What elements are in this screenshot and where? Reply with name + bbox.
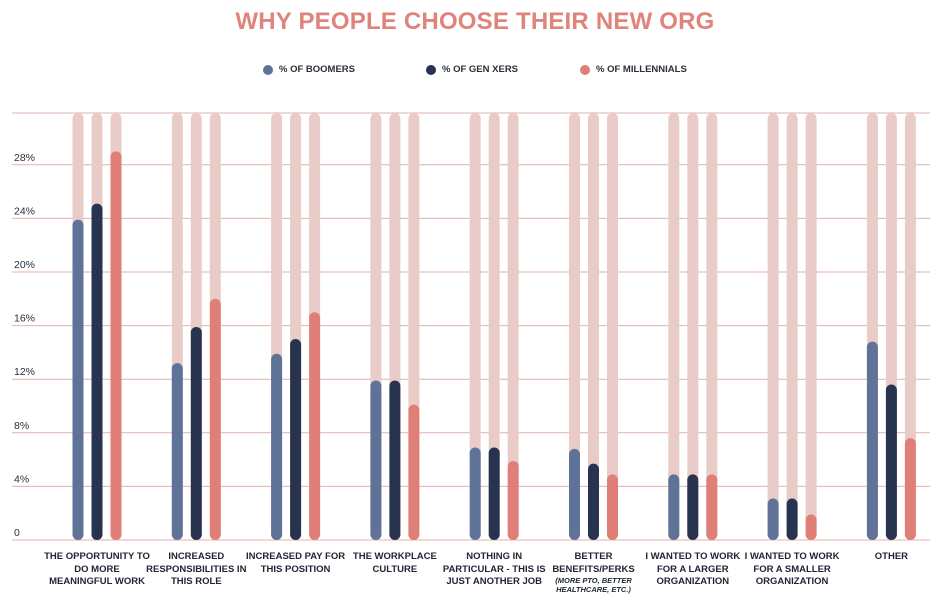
bar-track — [687, 113, 699, 540]
bar — [588, 463, 599, 540]
bar — [866, 341, 878, 540]
bar — [687, 474, 699, 540]
bar-track — [469, 113, 481, 540]
bar — [805, 514, 817, 540]
bar-track — [767, 113, 779, 540]
bar — [706, 474, 718, 540]
bar — [668, 474, 680, 540]
chart-title: WHY PEOPLE CHOOSE THEIR NEW ORG — [235, 8, 715, 35]
bar-track — [668, 113, 680, 540]
bar — [271, 353, 283, 540]
legend: % OF BOOMERS % OF GEN XERS % OF MILLENNI… — [0, 64, 950, 82]
bar — [389, 380, 401, 540]
bar-track — [904, 113, 916, 540]
bar — [290, 339, 302, 540]
x-category-label: NOTHING IN PARTICULAR - THIS IS JUST ANO… — [439, 551, 549, 589]
bar — [72, 219, 84, 541]
legend-item-millennials: % OF MILLENNIALS — [580, 64, 687, 75]
x-category-label: INCREASED RESPONSIBILITIES IN THIS ROLE — [141, 551, 251, 589]
bar — [110, 151, 122, 540]
legend-item-genx: % OF GEN XERS — [426, 64, 518, 75]
bar-track — [569, 113, 580, 540]
x-category-label: OTHER — [836, 551, 946, 564]
y-tick-label: 20% — [14, 259, 35, 271]
x-category-label-text: THE OPPORTUNITY TO DO MORE MEANINGFUL WO… — [44, 551, 150, 587]
bar — [786, 498, 798, 540]
x-category-label-text: I WANTED TO WORK FOR A LARGER ORGANIZATI… — [645, 551, 741, 587]
bar — [190, 326, 202, 540]
x-category-label-text: INCREASED PAY FOR THIS POSITION — [246, 551, 346, 575]
y-tick-label: 0 — [14, 527, 20, 539]
x-category-label-text: THE WORKPLACE CULTURE — [352, 551, 437, 575]
bar-track — [507, 113, 519, 540]
x-category-label-text: INCREASED RESPONSIBILITIES IN THIS ROLE — [146, 551, 247, 587]
legend-label-boomers: % OF BOOMERS — [279, 64, 356, 75]
bar-track — [805, 113, 817, 540]
bar — [569, 448, 580, 540]
bar — [408, 404, 420, 540]
bar — [209, 298, 221, 540]
x-category-label: THE OPPORTUNITY TO DO MORE MEANINGFUL WO… — [42, 551, 152, 589]
bar-track — [607, 113, 618, 540]
legend-swatch-boomers — [263, 64, 273, 75]
y-tick-label: 4% — [14, 473, 29, 485]
x-category-label-text: I WANTED TO WORK FOR A SMALLER ORGANIZAT… — [744, 551, 840, 587]
bar — [370, 380, 382, 540]
bar — [91, 203, 103, 540]
bar-track — [706, 113, 718, 540]
y-tick-label: 12% — [14, 366, 35, 378]
bar — [507, 460, 519, 540]
y-tick-label: 28% — [14, 152, 35, 164]
legend-label-genx: % OF GEN XERS — [442, 64, 519, 75]
bar — [309, 312, 321, 540]
legend-label-millennials: % OF MILLENNIALS — [596, 64, 687, 75]
bar-track — [488, 113, 500, 540]
y-tick-label: 24% — [14, 205, 35, 217]
bar — [469, 447, 481, 540]
y-tick-label: 16% — [14, 313, 35, 325]
x-category-label: BETTER BENEFITS/PERKS (MORE PTO, BETTER H… — [539, 551, 649, 594]
bar — [607, 474, 618, 540]
bar — [171, 363, 183, 540]
legend-swatch-millennials — [580, 64, 590, 75]
x-category-label: THE WORKPLACE CULTURE — [340, 551, 450, 576]
legend-swatch-genx — [426, 64, 436, 75]
bar — [904, 438, 916, 540]
bar — [488, 447, 500, 540]
x-category-label: I WANTED TO WORK FOR A SMALLER ORGANIZAT… — [737, 551, 847, 589]
x-category-label: INCREASED PAY FOR THIS POSITION — [241, 551, 351, 576]
bar — [885, 384, 897, 540]
x-category-sublabel: (MORE PTO, BETTER HEALTHCARE, ETC.) — [555, 576, 632, 594]
bar — [767, 498, 779, 540]
x-category-label-text: OTHER — [874, 551, 909, 562]
x-category-label-text: NOTHING IN PARTICULAR - THIS IS JUST ANO… — [442, 551, 546, 587]
bar-track — [786, 113, 798, 540]
legend-item-boomers: % OF BOOMERS — [263, 64, 355, 75]
y-tick-label: 8% — [14, 420, 29, 432]
x-category-label: I WANTED TO WORK FOR A LARGER ORGANIZATI… — [638, 551, 748, 589]
bar-track — [588, 113, 599, 540]
x-category-label-text: BETTER BENEFITS/PERKS — [552, 551, 635, 575]
